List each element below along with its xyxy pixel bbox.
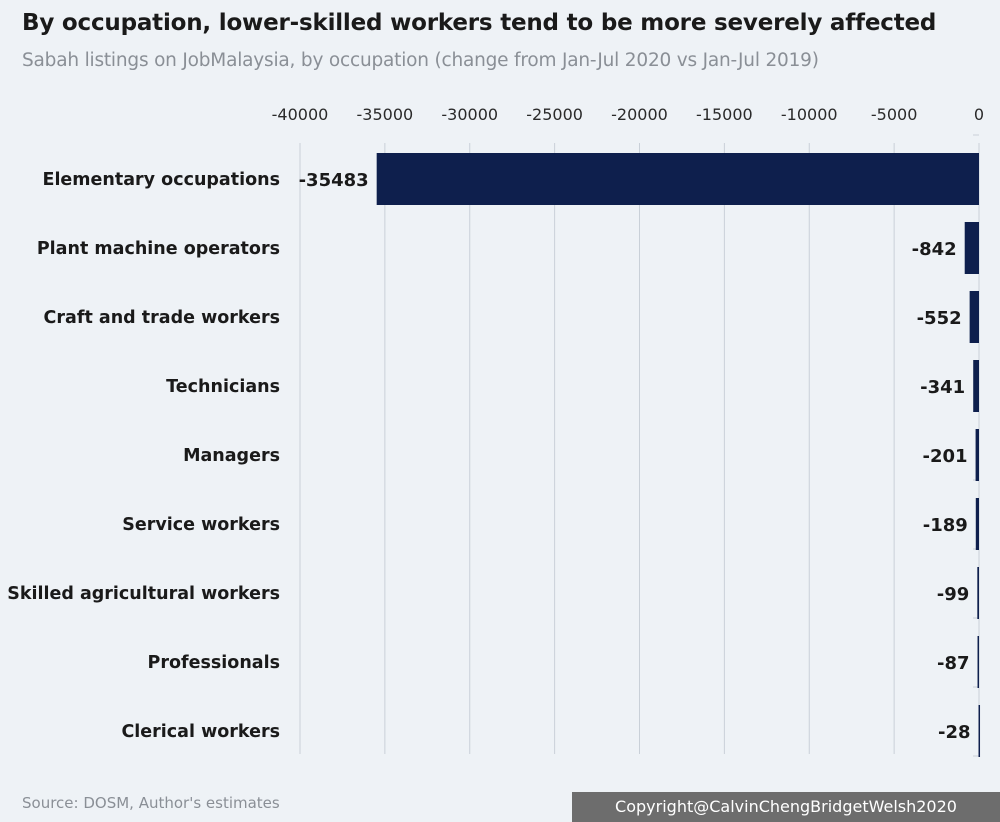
data-label: -842 xyxy=(912,239,957,260)
x-tick-label: -30000 xyxy=(441,105,498,124)
bar xyxy=(376,153,979,205)
x-tick-label: -15000 xyxy=(696,105,753,124)
category-label: Plant machine operators xyxy=(37,239,280,259)
data-label: -87 xyxy=(937,653,970,674)
chart-subtitle: Sabah listings on JobMalaysia, by occupa… xyxy=(22,50,819,71)
data-label: -201 xyxy=(923,446,968,467)
category-label: Service workers xyxy=(122,515,280,535)
x-tick-label: -40000 xyxy=(272,105,329,124)
bar xyxy=(975,498,979,550)
bar xyxy=(978,705,981,757)
category-label: Craft and trade workers xyxy=(44,308,280,328)
bar xyxy=(973,360,979,412)
chart-title: By occupation, lower-skilled workers ten… xyxy=(22,10,937,36)
category-label: Clerical workers xyxy=(121,722,280,742)
x-tick-label: -35000 xyxy=(357,105,414,124)
bar xyxy=(977,636,980,688)
bar-chart: -40000 -35000 -30000 -25000 -20000 -15000 -100… xyxy=(7,105,984,757)
data-label: -28 xyxy=(938,722,971,743)
source-note: Source: DOSM, Author's estimates xyxy=(22,794,280,812)
data-label: -341 xyxy=(920,377,965,398)
category-label: Skilled agricultural workers xyxy=(7,584,280,604)
data-label: -189 xyxy=(923,515,968,536)
category-label: Professionals xyxy=(148,653,281,673)
data-label: -552 xyxy=(917,308,962,329)
x-tick-label: -20000 xyxy=(611,105,668,124)
copyright-banner: Copyright@CalvinChengBridgetWelsh2020 xyxy=(572,792,1000,822)
x-tick-label: -10000 xyxy=(781,105,838,124)
data-label: -99 xyxy=(937,584,970,605)
bar xyxy=(969,291,979,343)
x-tick-label: -25000 xyxy=(526,105,583,124)
bar xyxy=(977,567,979,619)
bar xyxy=(964,222,979,274)
category-label: Managers xyxy=(183,446,280,466)
bar xyxy=(975,429,979,481)
x-tick-label: 0 xyxy=(974,105,984,124)
x-tick-label: -5000 xyxy=(871,105,918,124)
category-label: Technicians xyxy=(166,377,280,397)
data-label: -35483 xyxy=(299,170,369,191)
category-label: Elementary occupations xyxy=(42,170,280,190)
